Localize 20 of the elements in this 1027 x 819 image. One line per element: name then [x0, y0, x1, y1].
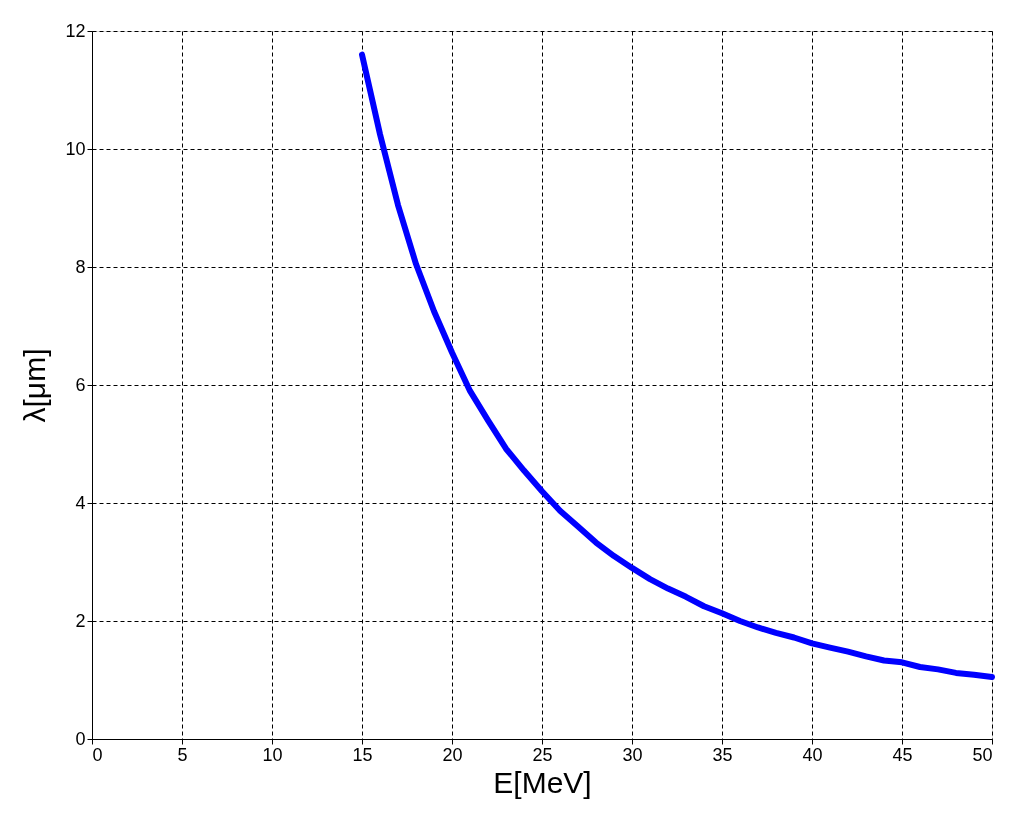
- y-tick-label: 12: [65, 20, 86, 41]
- x-tick-label: 50: [972, 744, 993, 765]
- y-tick-label: 0: [75, 728, 86, 749]
- x-axis-title: E[MeV]: [493, 765, 592, 799]
- x-tick-label: 25: [532, 744, 553, 765]
- y-tick-label: 8: [75, 256, 86, 277]
- x-tick-label: 20: [442, 744, 463, 765]
- x-tick-label: 45: [892, 744, 913, 765]
- x-tick-label: 0: [92, 744, 103, 765]
- y-axis-title: λ[μm]: [18, 348, 52, 423]
- y-tick-label: 2: [75, 610, 86, 631]
- y-tick-label: 6: [75, 374, 86, 395]
- x-tick-label: 10: [262, 744, 283, 765]
- x-tick-label: 35: [712, 744, 733, 765]
- x-tick-label: 30: [622, 744, 643, 765]
- x-tick-label: 15: [352, 744, 373, 765]
- y-tick-label: 4: [75, 492, 86, 513]
- y-tick-label: 10: [65, 138, 86, 159]
- x-tick-label: 40: [802, 744, 823, 765]
- x-tick-label: 5: [177, 744, 188, 765]
